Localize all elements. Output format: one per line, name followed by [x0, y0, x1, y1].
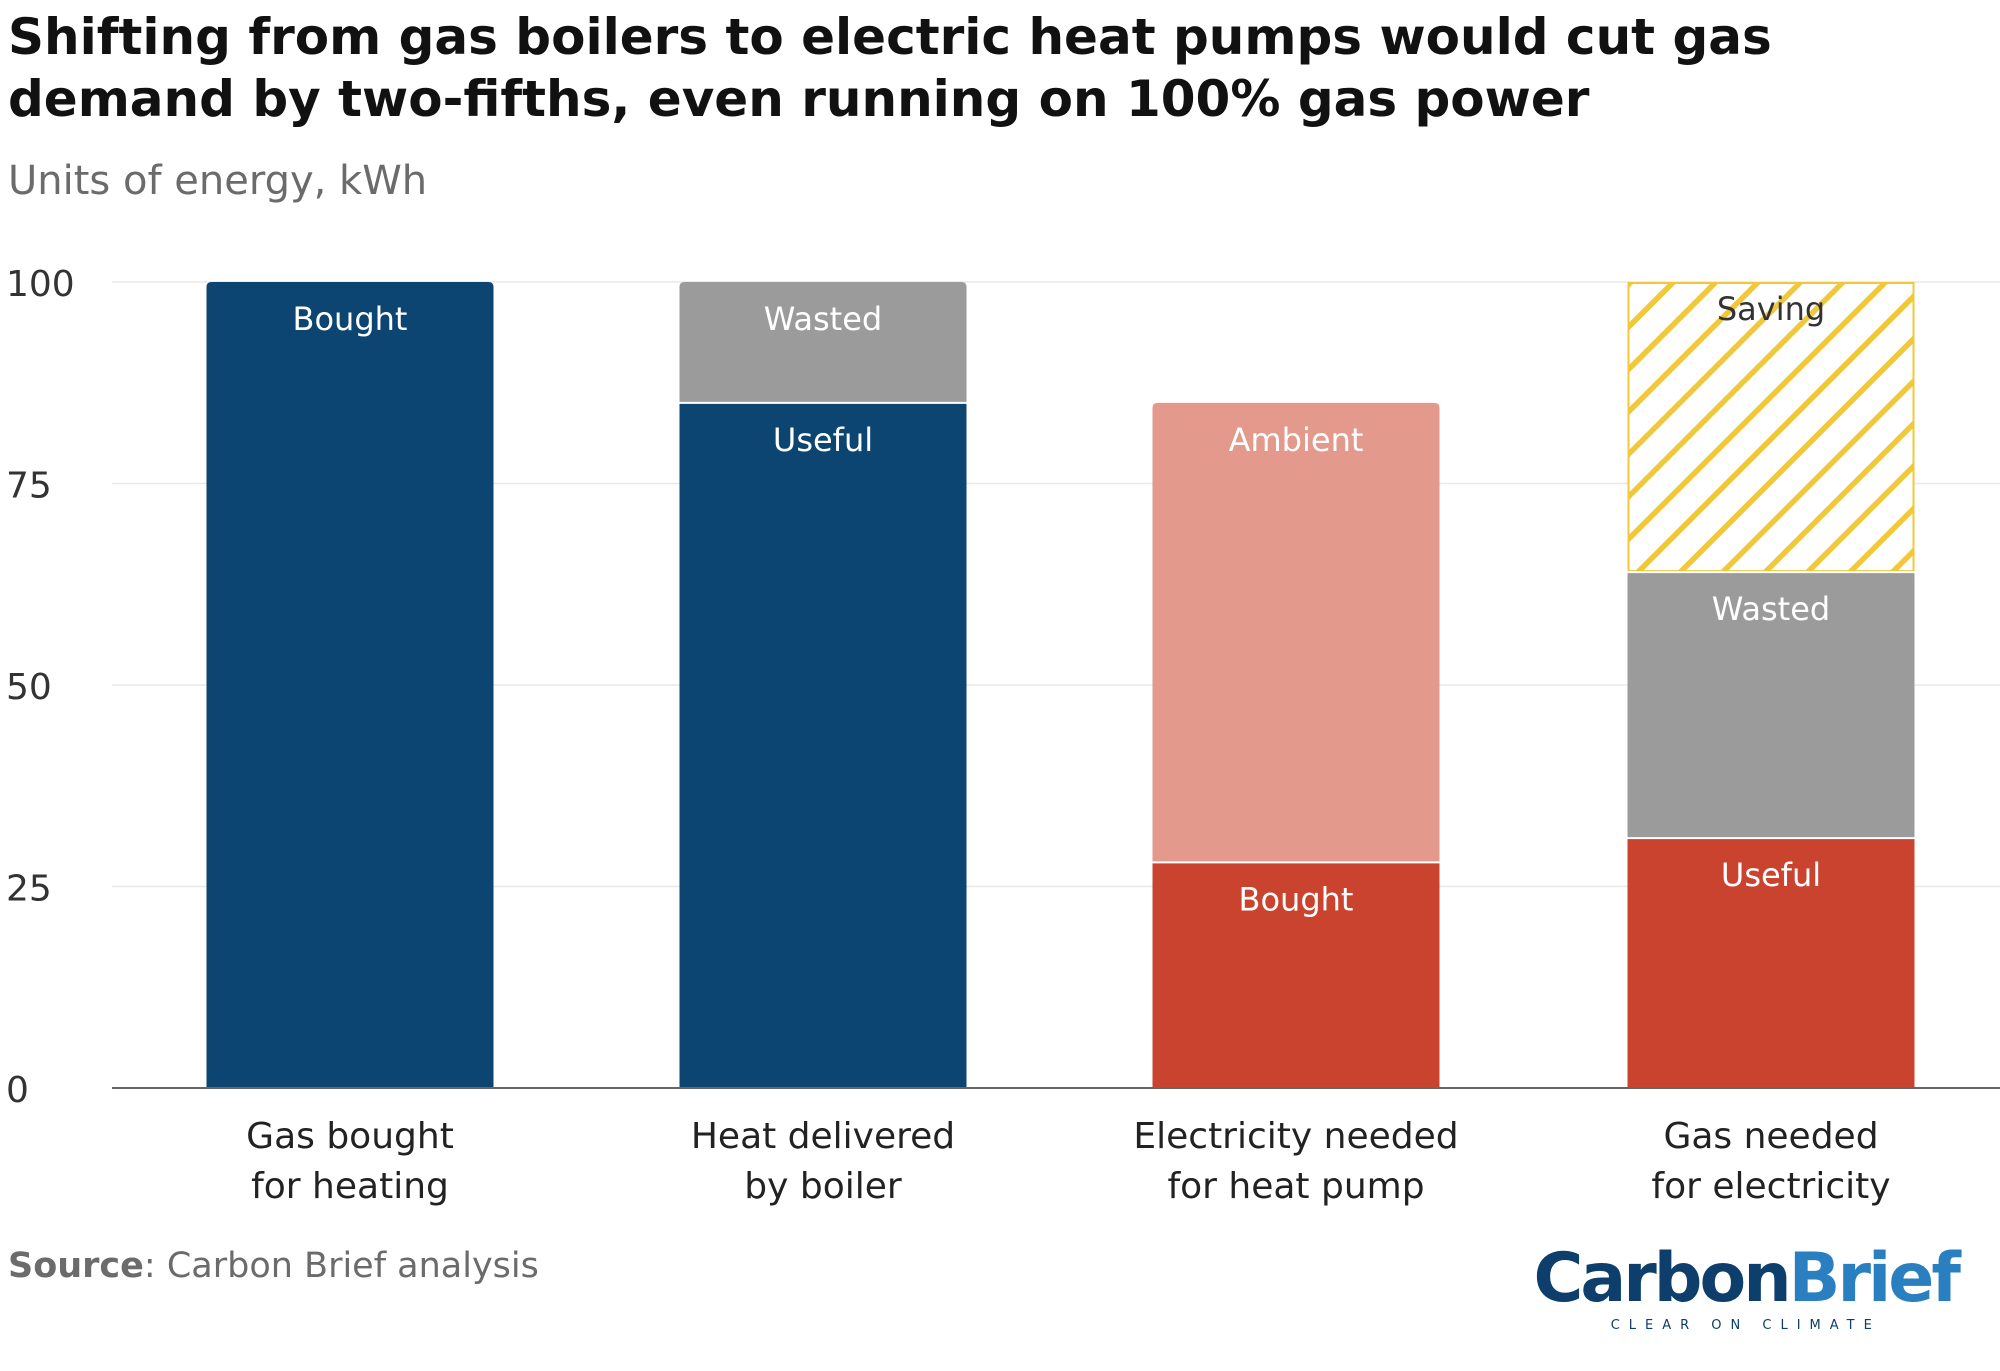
chart-subtitle: Units of energy, kWh	[8, 158, 428, 204]
bar-2-segment-useful-label: Useful	[773, 421, 873, 459]
bar-3-segment-bought-label: Bought	[1239, 880, 1354, 918]
x-category-label-4-line-2: for electricity	[1651, 1166, 1890, 1207]
bar-2-segment-wasted	[679, 282, 967, 403]
x-category-label-3-line-2: for heat pump	[1167, 1166, 1424, 1207]
bar-2-segment-useful	[679, 402, 967, 1088]
y-tick-label-25: 25	[6, 869, 52, 910]
labels: 0 25 50 75 100 Bought Gas bought for heating Use…	[6, 264, 2000, 1207]
y-tick-label-50: 50	[6, 667, 52, 708]
bar-1-segment-bought-label: Bought	[293, 300, 408, 338]
x-category-label-2-line-2: by boiler	[744, 1166, 902, 1207]
logo-word-carbon: Carbon	[1533, 1239, 1791, 1318]
bar-3-segment-ambient-label: Ambient	[1229, 421, 1364, 459]
y-tick-label-100: 100	[6, 264, 75, 305]
chart-title: Shifting from gas boilers to electric he…	[8, 8, 1772, 128]
bar-4-segment-saving-label: Saving	[1717, 290, 1825, 328]
x-category-label-2-line-1: Heat delivered	[691, 1116, 955, 1157]
bar-1-segment-bought	[206, 282, 494, 1088]
source-text: : Carbon Brief analysis	[143, 1246, 539, 1286]
source-note: Source: Carbon Brief analysis	[8, 1246, 539, 1286]
carbon-brief-logo: CarbonBrief CLEAR ON CLIMATE	[1533, 1239, 1961, 1334]
bar-3-segment-bought	[1152, 862, 1440, 1088]
source-label: Source	[8, 1246, 144, 1286]
bar-4-segment-useful	[1627, 838, 1915, 1088]
bars	[206, 282, 1915, 1088]
y-tick-label-75: 75	[6, 466, 52, 507]
bar-4-segment-useful-label: Useful	[1721, 856, 1821, 894]
x-category-label-3-line-1: Electricity needed	[1133, 1116, 1458, 1157]
bar-3-segment-ambient	[1152, 402, 1440, 863]
bar-4-segment-wasted-label: Wasted	[1712, 590, 1830, 628]
logo-word-brief: Brief	[1788, 1239, 1961, 1318]
bar-2-segment-wasted-label: Wasted	[764, 300, 882, 338]
bar-4-segment-saving	[1627, 282, 1915, 573]
x-category-label-4-line-1: Gas needed	[1663, 1116, 1878, 1157]
logo-tagline: CLEAR ON CLIMATE	[1610, 1318, 1881, 1333]
stacked-bar-chart: 0 25 50 75 100 Bought Gas bought for heating Use…	[6, 264, 2000, 1207]
x-category-label-1-line-1: Gas bought	[246, 1116, 454, 1157]
y-tick-label-0: 0	[6, 1070, 29, 1111]
bar-4-segment-wasted	[1627, 572, 1915, 839]
x-category-label-1-line-2: for heating	[251, 1166, 449, 1207]
